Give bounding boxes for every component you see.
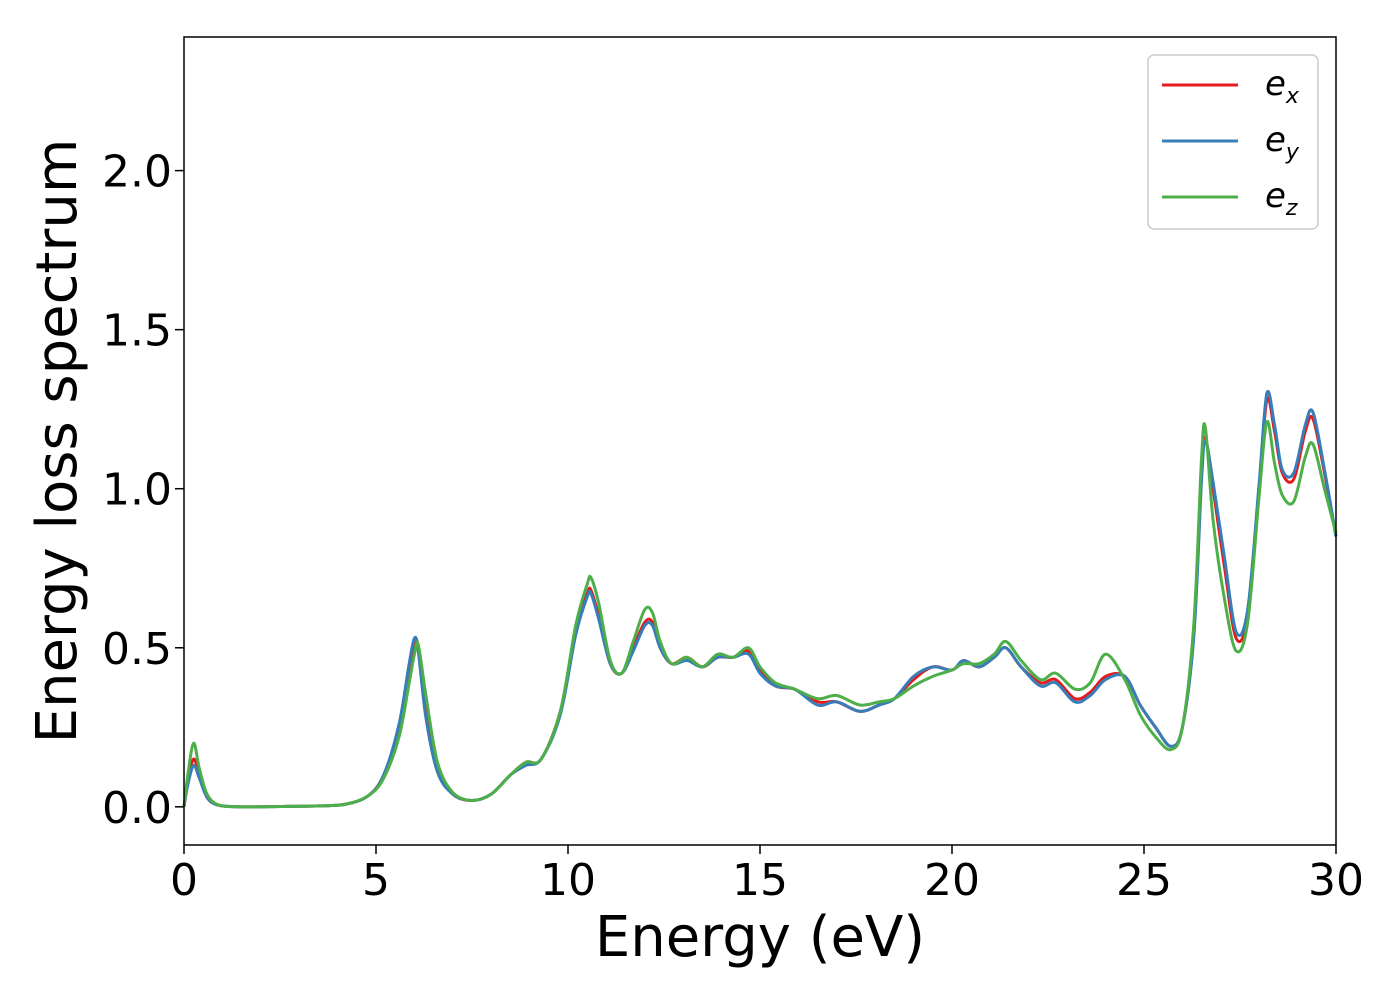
legend-label-y: ey [1265, 120, 1300, 165]
series-line-z [182, 420, 1338, 809]
x-tick-label: 30 [1308, 855, 1364, 906]
y-tick-label: 1.5 [102, 306, 172, 357]
x-tick-label: 15 [732, 855, 788, 906]
legend-label-x: ex [1265, 64, 1300, 109]
y-axis-ticks: 0.0 0.5 1.0 1.5 2.0 [102, 147, 184, 834]
legend-label-z: ez [1265, 176, 1298, 221]
x-tick-label: 25 [1116, 855, 1172, 906]
y-tick-label: 2.0 [102, 147, 172, 198]
x-tick-label: 0 [170, 855, 198, 906]
series-layer [182, 389, 1338, 809]
x-axis-title: Energy (eV) [595, 905, 925, 970]
y-tick-label: 0.0 [102, 783, 172, 834]
x-tick-label: 5 [362, 855, 390, 906]
x-tick-label: 20 [924, 855, 980, 906]
x-axis-ticks: 0 5 10 15 20 25 30 [170, 845, 1364, 906]
x-tick-label: 10 [540, 855, 596, 906]
y-tick-label: 1.0 [102, 465, 172, 516]
y-tick-label: 0.5 [102, 624, 172, 675]
y-axis-title: Energy loss spectrum [25, 139, 90, 744]
legend: ex ey ez [1147, 54, 1319, 230]
